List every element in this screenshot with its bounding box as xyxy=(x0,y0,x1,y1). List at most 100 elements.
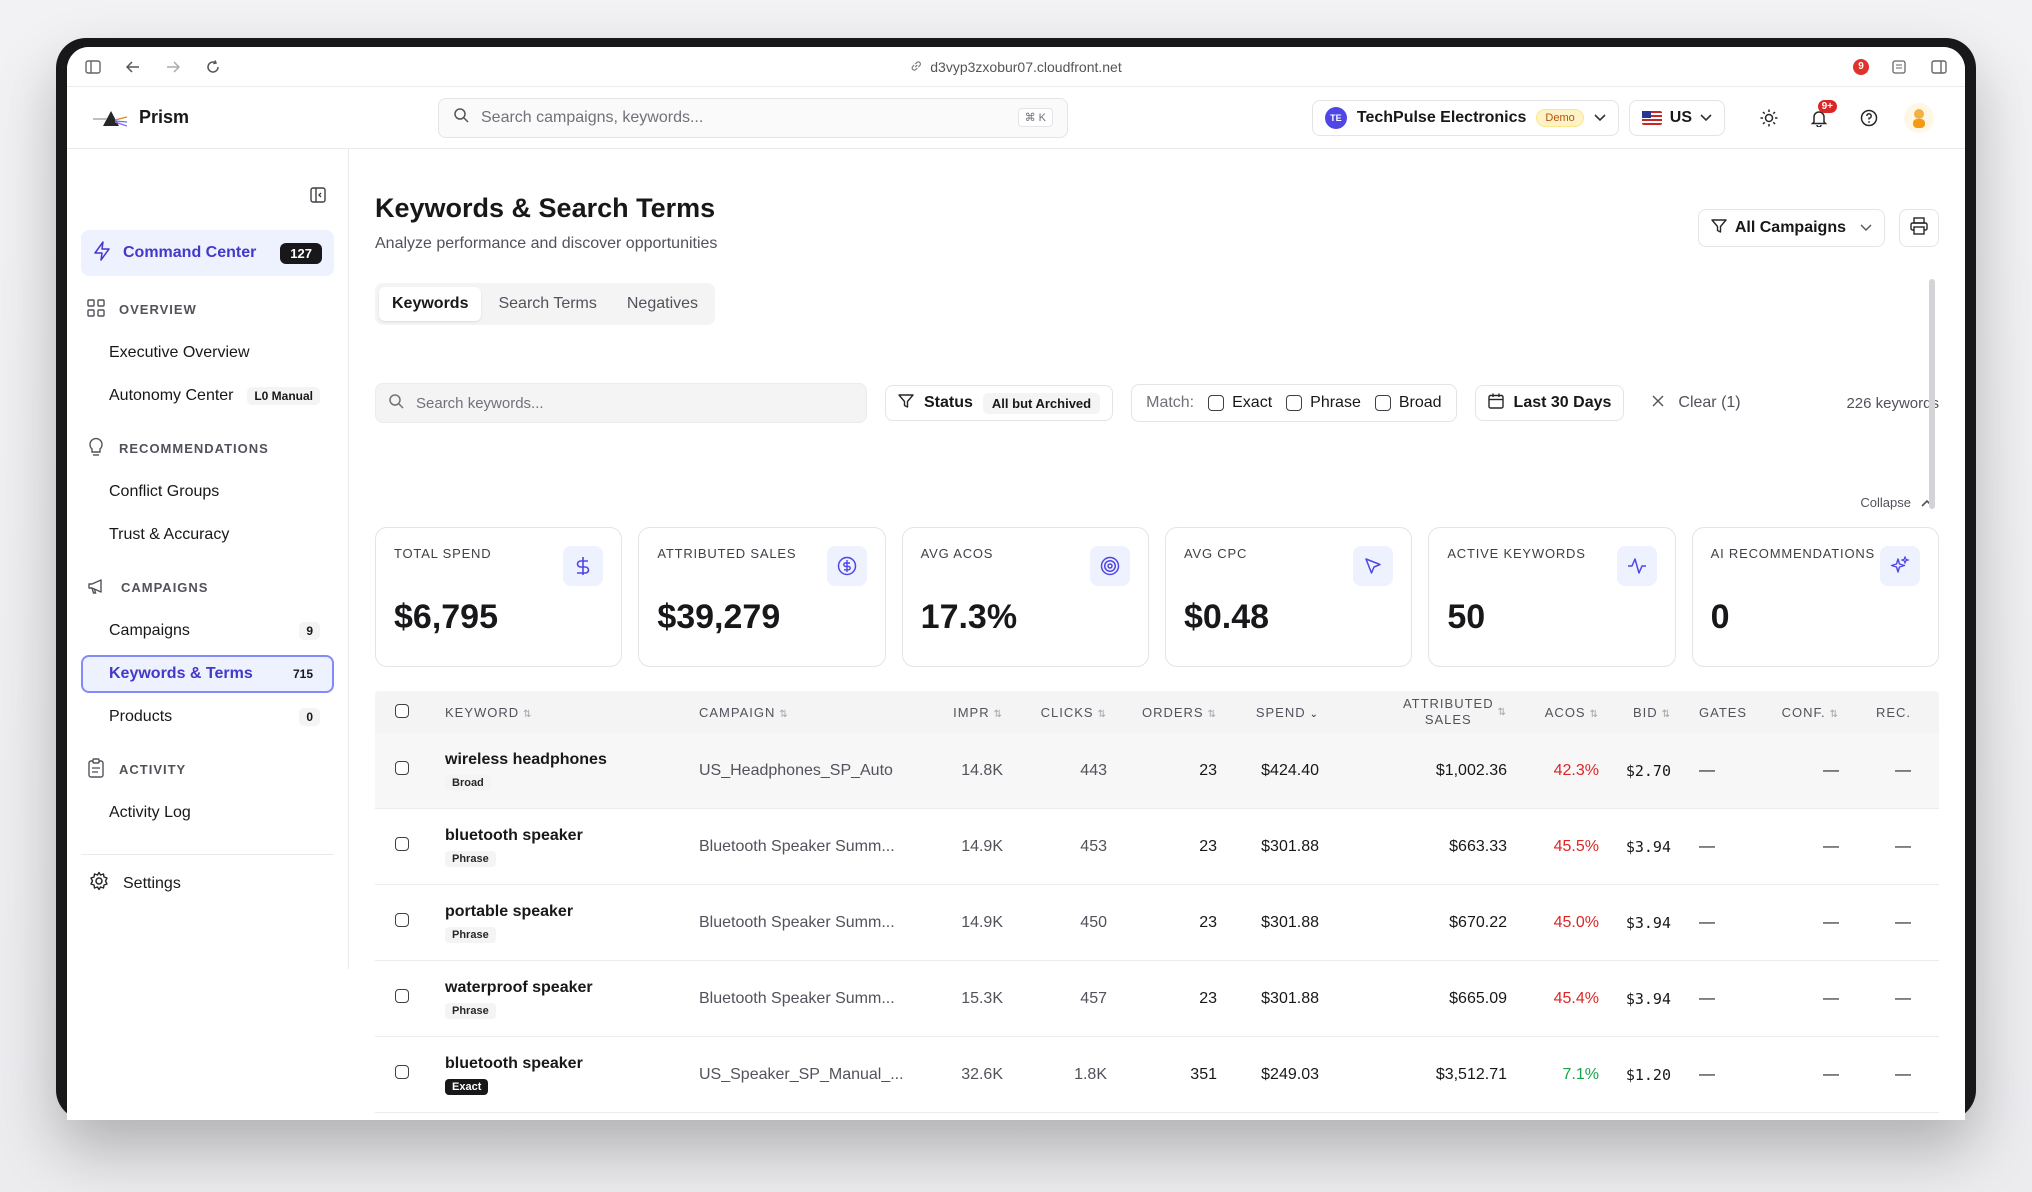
column-bid[interactable]: BID ⇅ xyxy=(1599,705,1671,720)
column-orders[interactable]: ORDERS ⇅ xyxy=(1107,705,1217,720)
match-type-badge: Exact xyxy=(445,1078,489,1095)
column-attributed-sales[interactable]: ATTRIBUTED SALES ⇅ xyxy=(1319,696,1507,728)
campaign-cell[interactable]: US_Speaker_SP_Manual_... xyxy=(699,1065,904,1083)
forward-arrow-icon[interactable] xyxy=(163,57,183,77)
table-row[interactable]: bluetooth speaker Exact US_Speaker_SP_Ma… xyxy=(375,1037,1939,1113)
sidebar-item-trust-accuracy[interactable]: Trust & Accuracy xyxy=(81,516,334,554)
global-search-input[interactable]: Search campaigns, keywords... ⌘ K xyxy=(438,97,1068,138)
campaign-cell[interactable]: Bluetooth Speaker Summ... xyxy=(699,989,895,1007)
column-confidence[interactable]: CONF. ⇅ xyxy=(1761,705,1839,720)
row-checkbox[interactable] xyxy=(375,837,445,856)
campaign-filter-dropdown[interactable]: All Campaigns xyxy=(1697,209,1885,247)
sidebar-item-autonomy-center[interactable]: Autonomy Center L0 Manual xyxy=(81,377,334,415)
keyword-text[interactable]: bluetooth speaker xyxy=(445,826,583,844)
help-icon[interactable] xyxy=(1849,100,1889,136)
column-acos[interactable]: ACOS ⇅ xyxy=(1507,705,1599,720)
reload-icon[interactable] xyxy=(203,57,223,77)
keyword-text[interactable]: waterproof speaker xyxy=(445,978,593,996)
browser-window: d3vyp3zxobur07.cloudfront.net 9 Prism Se… xyxy=(56,38,1976,1120)
checkbox-icon xyxy=(1374,395,1391,411)
sidebar-item-keywords-terms[interactable]: Keywords & Terms 715 xyxy=(81,655,334,693)
spend-cell: $249.03 xyxy=(1261,1065,1319,1083)
region-switcher[interactable]: US xyxy=(1628,99,1725,136)
status-filter-value: All but Archived xyxy=(982,392,1101,414)
column-campaign[interactable]: CAMPAIGN ⇅ xyxy=(699,705,919,720)
column-impressions[interactable]: IMPR ⇅ xyxy=(919,705,1003,720)
account-switcher[interactable]: TE TechPulse Electronics Demo xyxy=(1311,99,1619,136)
tab-negatives[interactable]: Negatives xyxy=(626,295,699,312)
clear-filters-button[interactable]: Clear (1) xyxy=(1652,394,1741,412)
table-row[interactable]: bluetooth speaker Phrase Bluetooth Speak… xyxy=(375,809,1939,885)
campaign-cell[interactable]: Bluetooth Speaker Summ... xyxy=(699,837,895,855)
sidebar-item-conflict-groups[interactable]: Conflict Groups xyxy=(81,473,334,511)
extension-badge-icon[interactable]: 9 xyxy=(1853,58,1869,75)
sidebar-item-campaigns[interactable]: Campaigns 9 xyxy=(81,612,334,650)
bid-cell[interactable]: $2.70 xyxy=(1625,761,1671,780)
checkbox-icon xyxy=(395,989,409,1003)
campaign-cell[interactable]: Bluetooth Speaker Summ... xyxy=(699,913,895,931)
table-row[interactable]: portable speaker Phrase Bluetooth Speake… xyxy=(375,885,1939,961)
sidebar-item-activity-log[interactable]: Activity Log xyxy=(81,794,334,832)
orders-cell: 351 xyxy=(1190,1065,1217,1083)
keyword-cell: bluetooth speaker Exact xyxy=(445,1055,699,1095)
column-keyword[interactable]: KEYWORD ⇅ xyxy=(445,705,699,720)
bid-cell[interactable]: $1.20 xyxy=(1625,1065,1671,1084)
bid-cell[interactable]: $3.94 xyxy=(1625,837,1671,856)
date-range-button[interactable]: Last 30 Days xyxy=(1474,385,1625,421)
keyword-text[interactable]: wireless headphones xyxy=(445,750,607,768)
table-row[interactable]: phone stand Exact US_Cable_SP_Manual_Cut… xyxy=(375,1113,1939,1120)
column-spend[interactable]: SPEND ⌄ xyxy=(1217,705,1319,720)
clicks-cell: 450 xyxy=(1080,913,1107,931)
search-icon xyxy=(388,393,404,413)
checkbox-icon xyxy=(395,703,409,718)
status-filter-button[interactable]: Status All but Archived xyxy=(885,385,1114,421)
main-scrollbar[interactable] xyxy=(1929,279,1935,509)
sidebar-toggle-icon[interactable] xyxy=(83,57,103,77)
column-label: IMPR xyxy=(953,704,990,720)
collapse-metrics-button[interactable]: Collapse xyxy=(1860,495,1933,510)
match-exact-checkbox[interactable]: Exact xyxy=(1208,394,1272,412)
checkbox-icon xyxy=(395,913,409,927)
column-clicks[interactable]: CLICKS ⇅ xyxy=(1003,705,1107,720)
user-avatar[interactable] xyxy=(1899,100,1939,136)
theme-sun-icon[interactable] xyxy=(1749,100,1789,136)
sidebar-item-products[interactable]: Products 0 xyxy=(81,698,334,736)
sidebar-item-command-center[interactable]: Command Center 127 xyxy=(81,230,334,276)
reader-icon[interactable] xyxy=(1889,57,1909,77)
bid-cell[interactable]: $3.94 xyxy=(1625,913,1671,932)
back-arrow-icon[interactable] xyxy=(123,57,143,77)
address-bar[interactable]: d3vyp3zxobur07.cloudfront.net xyxy=(910,59,1122,75)
keyword-text[interactable]: bluetooth speaker xyxy=(445,1054,583,1072)
collapse-sidebar-icon[interactable] xyxy=(310,187,326,208)
keywords-count: 715 xyxy=(285,665,320,683)
keyword-search-placeholder: Search keywords... xyxy=(416,394,544,412)
tab-keywords[interactable]: Keywords xyxy=(379,287,482,321)
sidebar-item-settings[interactable]: Settings xyxy=(81,854,334,896)
campaign-filter-label: All Campaigns xyxy=(1734,219,1846,236)
cursor-icon xyxy=(1353,546,1394,586)
keyword-search-input[interactable]: Search keywords... xyxy=(375,383,867,423)
orders-cell: 23 xyxy=(1199,989,1217,1007)
acos-cell: 7.1% xyxy=(1562,1065,1599,1083)
bid-cell[interactable]: $3.94 xyxy=(1625,989,1671,1008)
table-row[interactable]: wireless headphones Broad US_Headphones_… xyxy=(375,733,1939,809)
clear-filters-label: Clear (1) xyxy=(1678,394,1741,411)
tab-search-terms[interactable]: Search Terms xyxy=(498,295,597,312)
match-broad-checkbox[interactable]: Broad xyxy=(1374,394,1442,412)
app-logo[interactable]: Prism xyxy=(93,107,438,128)
row-checkbox[interactable] xyxy=(375,913,445,932)
column-gates: GATES xyxy=(1699,704,1748,720)
match-phrase-checkbox[interactable]: Phrase xyxy=(1286,394,1361,412)
notifications-bell-icon[interactable]: 9+ xyxy=(1799,99,1839,136)
row-checkbox[interactable] xyxy=(375,989,445,1008)
split-view-icon[interactable] xyxy=(1929,57,1949,77)
select-all-checkbox[interactable] xyxy=(375,703,445,721)
sidebar-item-executive-overview[interactable]: Executive Overview xyxy=(81,334,334,372)
row-checkbox[interactable] xyxy=(375,1065,445,1084)
campaign-cell[interactable]: US_Headphones_SP_Auto xyxy=(699,761,893,779)
row-checkbox[interactable] xyxy=(375,761,445,780)
filter-bar: Search keywords... Status All but Archiv… xyxy=(375,383,1939,423)
print-button[interactable] xyxy=(1899,209,1939,247)
table-row[interactable]: waterproof speaker Phrase Bluetooth Spea… xyxy=(375,961,1939,1037)
keyword-text[interactable]: portable speaker xyxy=(445,902,574,920)
